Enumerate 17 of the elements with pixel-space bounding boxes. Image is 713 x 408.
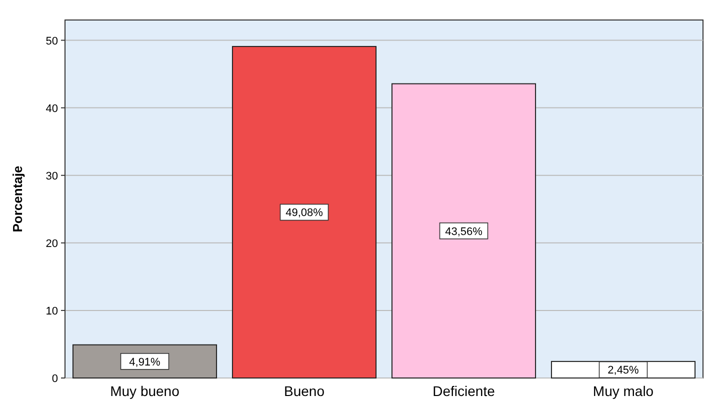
x-tick-label: Bueno — [284, 383, 325, 399]
y-tick-label: 50 — [46, 35, 58, 48]
x-tick-label: Muy malo — [592, 383, 654, 399]
y-tick-label: 30 — [46, 170, 58, 182]
y-tick-label: 0 — [52, 373, 58, 385]
data-label: 49,08% — [286, 207, 324, 220]
data-label: 4,91% — [129, 356, 161, 368]
data-label: 2,45% — [608, 364, 640, 377]
y-tick-label: 40 — [46, 102, 58, 115]
y-axis-title: Porcentaje — [10, 166, 25, 232]
bar — [391, 83, 536, 378]
x-tick-label: Muy bueno — [110, 383, 180, 399]
y-tick-label: 10 — [46, 305, 58, 318]
data-label: 43,56% — [445, 226, 483, 238]
y-tick-label: 20 — [46, 238, 58, 250]
x-tick-label: Deficiente — [432, 383, 496, 399]
bar — [232, 46, 377, 378]
